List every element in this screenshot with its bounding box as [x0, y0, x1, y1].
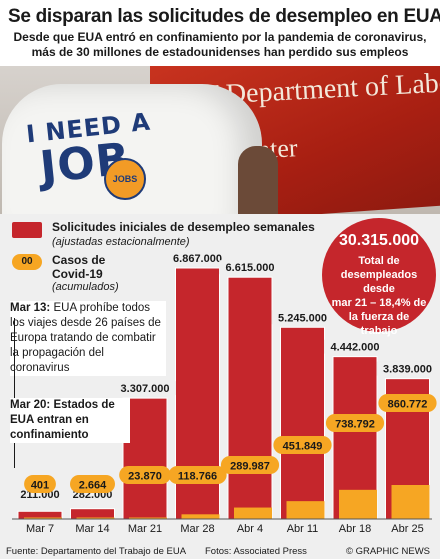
x-tick-label: Mar 14 — [75, 523, 109, 535]
covid-bar — [129, 517, 167, 519]
x-tick-label: Abr 11 — [287, 523, 319, 535]
covid-value-label: 860.772 — [388, 399, 428, 411]
header-photo: YT Department of Labor rce Center I NEED… — [0, 66, 440, 226]
claims-label-bg — [114, 381, 176, 396]
legend-covid-swatch: 00 — [12, 254, 42, 270]
covid-bar — [24, 517, 62, 519]
total-text-line-5: trabajo — [360, 325, 398, 337]
claims-bar — [280, 326, 325, 520]
claims-bar — [122, 397, 168, 520]
claims-value-label: 3.307.000 — [121, 383, 170, 395]
total-unemployed-text: Total de desempleados desde mar 21 – 18,… — [328, 254, 430, 338]
claims-label-bg — [166, 251, 229, 265]
x-tick-label: Mar 21 — [128, 523, 162, 535]
legend-claims-label: Solicitudes iniciales de desempleo seman… — [52, 220, 315, 234]
covid-value-pill — [168, 466, 227, 484]
covid-bar — [234, 507, 272, 519]
claims-value-label: 6.615.000 — [226, 262, 275, 274]
annotation-mar20-text: Mar 20: Estados de EUA entran en confina… — [10, 399, 115, 441]
covid-value-label: 289.987 — [230, 461, 270, 473]
claims-value-label: 3.839.000 — [383, 364, 432, 376]
source-credit: Fuente: Departamento del Trabajo de EUA — [6, 546, 187, 557]
total-unemployed-badge: 30.315.000 Total de desempleados desde m… — [322, 218, 436, 337]
photo-arm — [238, 146, 278, 226]
covid-bar — [76, 517, 115, 519]
covid-bar — [391, 485, 430, 519]
footer: Fuente: Departamento del Trabajo de EUA … — [0, 544, 440, 559]
covid-value-pill — [24, 475, 56, 493]
legend-covid-label-line-1: Casos de — [52, 253, 106, 267]
claims-label-bg — [219, 260, 281, 275]
total-text-line-2: desempleados desde — [340, 269, 418, 295]
legend-covid-note: (acumulados) — [52, 281, 119, 293]
covid-value-label: 23.870 — [128, 471, 162, 483]
legend-claims-note: (ajustadas estacionalmente) — [52, 236, 190, 248]
annotation-mar13: Mar 13: EUA prohíbe todos los viajes des… — [10, 301, 166, 376]
covid-value-label: 118.766 — [178, 471, 217, 483]
covid-bar — [181, 514, 220, 519]
covid-value-pill — [220, 456, 280, 474]
claims-value-label: 6.867.000 — [173, 253, 222, 265]
total-unemployed-number: 30.315.000 — [338, 232, 420, 249]
covid-value-pill — [325, 414, 385, 432]
claims-bar — [70, 508, 115, 520]
annotation-mar13-date: Mar 13: — [10, 302, 51, 314]
covid-bar — [286, 501, 325, 519]
covid-bars — [24, 485, 430, 519]
total-text-line-3: mar 21 – 18,4% de — [331, 297, 427, 309]
covid-value-pill — [273, 436, 332, 454]
page-title: Se disparan las solicitudes de desempleo… — [8, 6, 440, 27]
annotation-mar13-leader — [14, 318, 15, 468]
photo-credit: Fotos: Associated Press — [205, 546, 307, 557]
x-tick-label: Mar 7 — [26, 523, 54, 535]
claims-label-bg — [324, 339, 386, 354]
x-tick-label: Abr 18 — [339, 523, 371, 535]
total-text-line-1: Total de — [358, 255, 400, 267]
legend-covid-label-line-2: Covid-19 — [52, 267, 103, 281]
annotation-mar20: Mar 20: Estados de EUA entran en confina… — [10, 398, 130, 443]
x-tick-label: Abr 25 — [391, 523, 423, 535]
covid-value-pill — [119, 466, 171, 484]
subtitle-line-2: más de 30 millones de estadounidenses ha… — [31, 45, 409, 59]
header: Se disparan las solicitudes de desempleo… — [0, 0, 440, 70]
covid-value-pill — [70, 475, 115, 493]
legend-claims-swatch — [12, 222, 42, 238]
claims-value-labels: 211.000 282.0003.307.0006.867.0006.615.00… — [20, 251, 439, 501]
claims-value-label: 5.245.000 — [278, 312, 327, 324]
x-tick-label: Mar 28 — [180, 523, 214, 535]
total-text-line-4: la fuerza de — [348, 311, 410, 323]
covid-bar — [339, 489, 377, 519]
claims-bar — [227, 276, 273, 520]
claims-value-label: 4.442.000 — [331, 342, 380, 354]
x-axis: Mar 7 Mar 14 Mar 21 Mar 28 Abr 4 Abr 11 Abr 18… — [12, 518, 432, 535]
claims-label-bg — [271, 310, 334, 325]
photo-person — [2, 84, 262, 226]
page-subtitle: Desde que EUA entró en confinamiento por… — [0, 30, 440, 60]
x-tick-label: Abr 4 — [237, 523, 263, 535]
covid-value-label: 738.792 — [335, 419, 375, 431]
brand-credit: © GRAPHIC NEWS — [345, 546, 430, 557]
subtitle-line-1: Desde que EUA entró en confinamiento por… — [13, 30, 427, 44]
covid-value-label: 401 — [31, 480, 49, 492]
annotation-mar13-text: EUA prohíbe todos los viajes desde 26 pa… — [10, 302, 161, 374]
legend-covid-label: Casos de Covid-19 — [52, 253, 105, 281]
covid-value-label: 2.664 — [79, 480, 107, 492]
shirt-badge: JOBS — [104, 158, 146, 200]
covid-value-labels: 401 2.664 23.870 118.766 289.987 451.849 738.7… — [24, 394, 437, 493]
claims-label-bg — [376, 361, 439, 376]
covid-value-label: 451.849 — [283, 441, 323, 453]
covid-value-pill — [378, 394, 437, 412]
